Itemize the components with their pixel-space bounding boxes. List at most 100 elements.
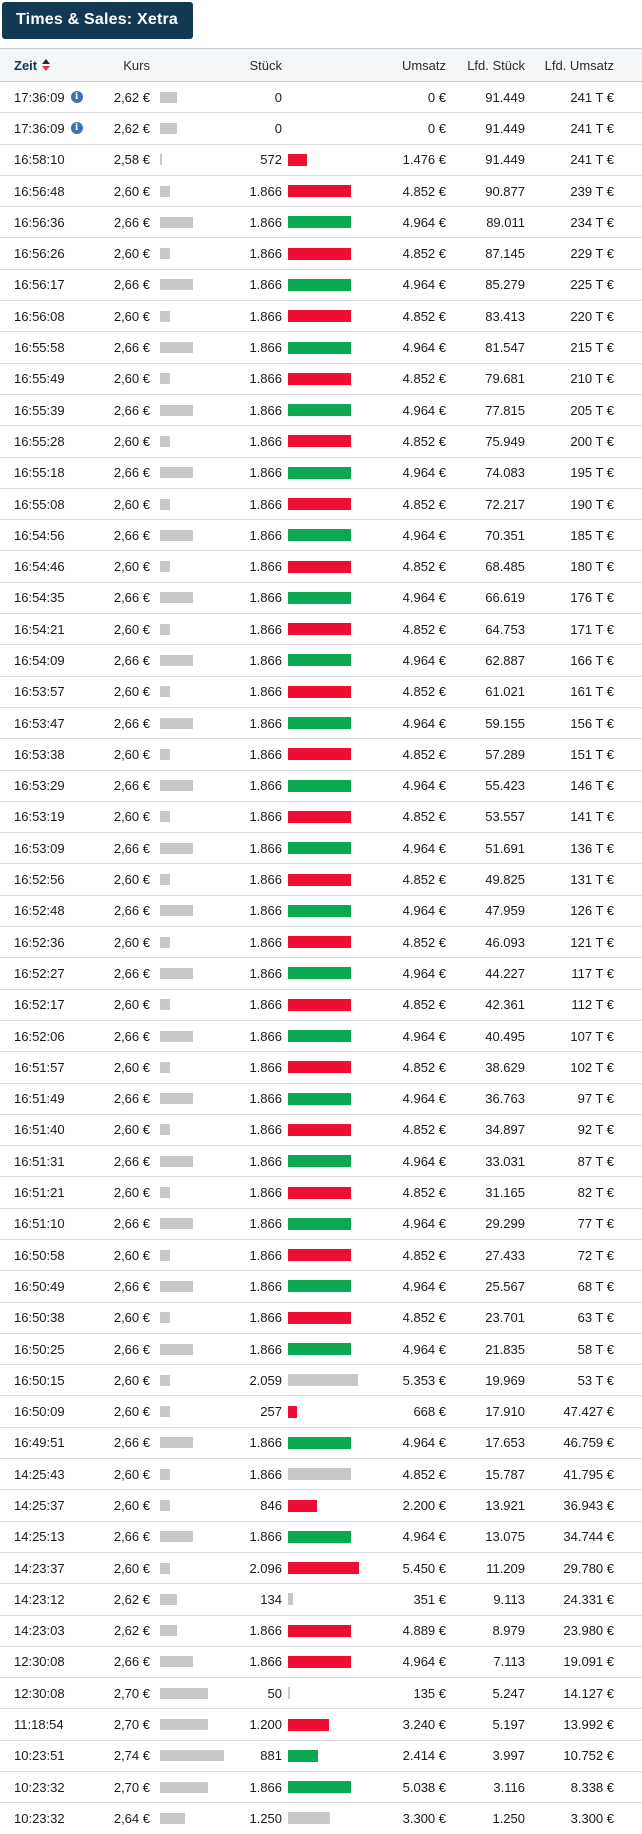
trade-time: 16:54:21	[14, 621, 65, 637]
sort-icon[interactable]	[42, 59, 51, 71]
cumulative-volume: 13.075	[485, 1529, 525, 1545]
cumulative-volume: 31.165	[485, 1185, 525, 1201]
trade-turnover: 4.852 €	[402, 1466, 446, 1482]
trade-turnover: 4.852 €	[402, 621, 446, 637]
trade-price: 2,60 €	[113, 621, 150, 637]
table-row: 14:25:13 2,66 € 1.866 4.964 € 13.075 34.…	[0, 1521, 642, 1553]
column-header-umsatz: Umsatz	[401, 57, 446, 73]
trade-turnover: 4.852 €	[402, 684, 446, 700]
trade-volume: 1.866	[249, 621, 282, 637]
cumulative-volume: 49.825	[485, 872, 525, 888]
trade-volume: 0	[274, 89, 282, 105]
trade-price: 2,60 €	[113, 809, 150, 825]
table-row: 12:30:08 2,66 € 1.866 4.964 € 7.113 19.0…	[0, 1646, 642, 1679]
trade-turnover: 4.852 €	[402, 746, 446, 762]
trade-price: 2,66 €	[113, 903, 150, 919]
volume-bar	[288, 153, 307, 166]
cumulative-volume: 5.247	[492, 1685, 525, 1701]
volume-bar	[288, 998, 351, 1011]
trade-price: 2,62 €	[113, 89, 150, 105]
cumulative-volume: 68.485	[485, 559, 525, 575]
trade-turnover: 2.414 €	[402, 1748, 446, 1764]
price-bar	[160, 654, 193, 666]
volume-bar	[288, 1374, 358, 1387]
table-row: 16:51:10 2,66 € 1.866 4.964 € 29.299 77 …	[0, 1208, 642, 1240]
price-bar	[160, 467, 193, 479]
cumulative-volume: 83.413	[485, 308, 525, 324]
trade-price: 2,66 €	[113, 214, 150, 230]
trade-price: 2,60 €	[113, 934, 150, 950]
trade-turnover: 4.964 €	[402, 1028, 446, 1044]
trade-price: 2,66 €	[113, 652, 150, 668]
table-row: 16:58:10 2,58 € 572 1.476 € 91.449 241 T…	[0, 144, 642, 176]
trade-turnover: 4.964 €	[402, 1341, 446, 1357]
table-row: 16:49:51 2,66 € 1.866 4.964 € 17.653 46.…	[0, 1427, 642, 1460]
cumulative-turnover: 241 T €	[570, 120, 614, 136]
cumulative-volume: 17.910	[485, 1404, 525, 1420]
trade-volume: 1.866	[249, 652, 282, 668]
table-row: 16:50:49 2,66 € 1.866 4.964 € 25.567 68 …	[0, 1271, 642, 1303]
trade-time: 16:52:06	[14, 1028, 65, 1044]
trade-time: 16:51:31	[14, 1153, 65, 1169]
price-bar	[160, 1656, 193, 1668]
info-icon[interactable]: i	[70, 91, 83, 104]
cumulative-turnover: 171 T €	[570, 621, 614, 637]
price-bar	[160, 1750, 224, 1762]
price-bar	[160, 1812, 185, 1824]
trade-turnover: 4.852 €	[402, 433, 446, 449]
price-bar	[160, 1343, 193, 1355]
table-row: 16:53:09 2,66 € 1.866 4.964 € 51.691 136…	[0, 833, 642, 865]
volume-bar	[288, 1655, 351, 1668]
trade-time: 14:25:37	[14, 1498, 65, 1513]
page-title: Times & Sales: Xetra	[2, 2, 194, 39]
table-row: 16:56:17 2,66 € 1.866 4.964 € 85.279 225…	[0, 269, 642, 302]
price-bar	[160, 185, 170, 197]
volume-bar	[288, 1343, 351, 1356]
price-bar	[160, 91, 177, 103]
cumulative-turnover: 180 T €	[570, 559, 614, 575]
trade-time: 16:56:26	[14, 246, 65, 262]
cumulative-turnover: 229 T €	[570, 246, 614, 262]
trade-turnover: 5.038 €	[402, 1779, 446, 1795]
cumulative-turnover: 176 T €	[570, 590, 614, 606]
trade-time: 16:55:18	[14, 465, 65, 481]
cumulative-volume: 66.619	[485, 590, 525, 606]
cumulative-turnover: 68 T €	[577, 1278, 614, 1294]
trade-volume: 1.866	[249, 965, 282, 981]
price-bar	[160, 1124, 170, 1136]
trade-turnover: 4.964 €	[402, 1153, 446, 1169]
cumulative-volume: 47.959	[485, 903, 525, 919]
price-bar	[160, 373, 170, 385]
trade-volume: 1.866	[249, 1623, 282, 1639]
info-icon[interactable]: i	[70, 122, 83, 135]
cumulative-turnover: 241 T €	[570, 152, 614, 168]
trade-time: 16:51:49	[14, 1091, 65, 1107]
trade-time: 16:56:48	[14, 183, 65, 199]
volume-bar	[288, 1499, 317, 1512]
cumulative-volume: 8.979	[492, 1623, 525, 1639]
volume-bar	[288, 967, 351, 980]
table-row: 16:55:58 2,66 € 1.866 4.964 € 81.547 215…	[0, 332, 642, 364]
volume-bar	[288, 1687, 290, 1700]
trade-volume: 846	[260, 1498, 282, 1513]
trade-price: 2,60 €	[113, 1247, 150, 1263]
table-row: 14:25:37 2,60 € 846 2.200 € 13.921 36.94…	[0, 1490, 642, 1522]
trade-price: 2,60 €	[113, 1404, 150, 1420]
cumulative-volume: 75.949	[485, 433, 525, 449]
cumulative-turnover: 107 T €	[570, 1028, 614, 1044]
price-bar	[160, 623, 170, 635]
trade-turnover: 0 €	[427, 89, 446, 105]
cumulative-turnover: 185 T €	[570, 527, 614, 543]
column-header-zeit-label: Zeit	[14, 57, 38, 73]
cumulative-volume: 91.449	[485, 152, 525, 168]
trade-time: 16:55:08	[14, 496, 65, 512]
column-header-zeit[interactable]: Zeit	[14, 58, 100, 73]
volume-bar	[288, 591, 351, 604]
table-row: 16:52:17 2,60 € 1.866 4.852 € 42.361 112…	[0, 989, 642, 1021]
cumulative-volume: 81.547	[485, 340, 525, 356]
cumulative-volume: 57.289	[485, 746, 525, 762]
trade-volume: 0	[274, 120, 282, 136]
price-bar	[160, 1468, 170, 1480]
trade-turnover: 4.964 €	[402, 840, 446, 856]
